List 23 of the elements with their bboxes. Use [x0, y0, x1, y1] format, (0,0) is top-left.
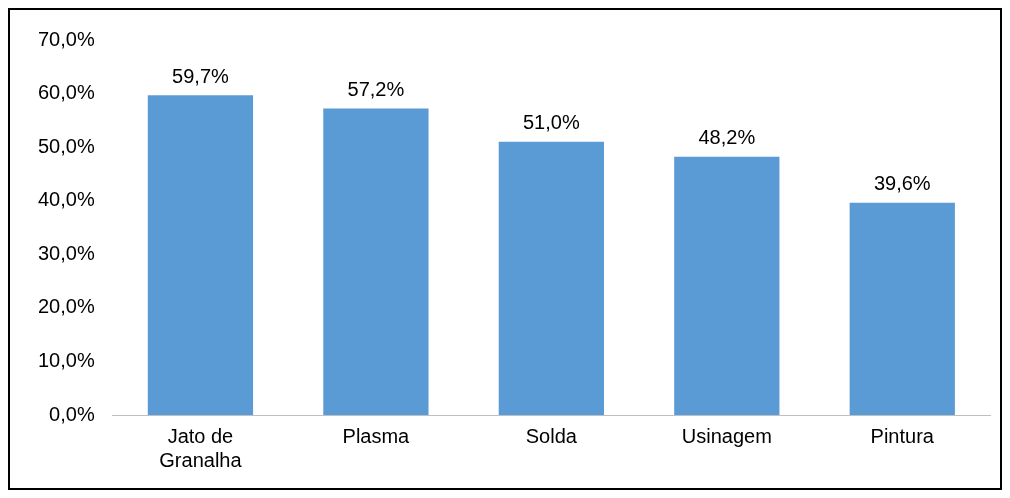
y-tick-label: 30,0% — [37, 241, 95, 264]
y-tick-label: 40,0% — [37, 188, 95, 211]
x-tick-label: Solda — [525, 424, 578, 447]
y-tick-label: 0,0% — [49, 402, 95, 425]
y-tick-label: 70,0% — [37, 27, 95, 50]
x-tick-label: Jato de Granalha — [159, 424, 243, 471]
bar — [674, 156, 780, 415]
y-tick-label: 20,0% — [37, 295, 95, 318]
bar — [323, 108, 429, 415]
data-label: 57,2% — [347, 78, 405, 101]
bar — [849, 202, 955, 415]
data-label: 59,7% — [172, 64, 229, 87]
x-tick-label: Plasma — [342, 424, 411, 447]
x-tick-label: Pintura — [870, 424, 935, 447]
y-tick-label: 60,0% — [37, 81, 95, 104]
bar — [498, 141, 604, 415]
x-tick-label: Usinagem — [681, 424, 772, 447]
data-label: 48,2% — [698, 126, 756, 149]
bar — [147, 95, 254, 415]
data-label: 51,0% — [523, 111, 580, 134]
y-tick-label: 50,0% — [37, 134, 95, 157]
data-label: 39,6% — [873, 172, 931, 195]
y-tick-label: 10,0% — [37, 348, 95, 371]
